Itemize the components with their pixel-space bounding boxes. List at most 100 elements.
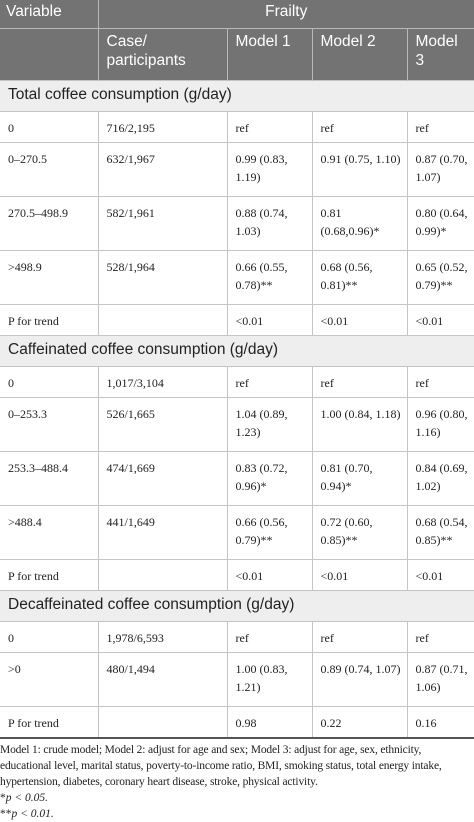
note-marker: * (0, 792, 6, 804)
model-1-cell: 0.98 (226, 706, 312, 737)
model-3-cell: ref (406, 111, 474, 143)
section-title: Total coffee consumption (g/day) (0, 80, 474, 112)
model-1-cell: 0.66 (0.55, 0.78)** (226, 250, 312, 305)
table-footnotes: Model 1: crude model; Model 2: adjust fo… (0, 742, 472, 822)
frailty-header: Frailty (97, 0, 474, 29)
table-row: 270.5–498.9 582/1,961 0.88 (0.74, 1.03) … (0, 196, 474, 251)
case-cell: 441/1,649 (97, 505, 227, 560)
model-2-cell: ref (311, 111, 407, 143)
model-2-cell: <0.01 (311, 304, 407, 336)
note-text: p < 0.05. (5, 792, 49, 804)
model-3-cell: 0.65 (0.52, 0.79)** (406, 250, 474, 305)
case-cell: 1,017/3,104 (97, 366, 227, 398)
model-2-cell: 0.81 (0.68,0.96)* (311, 196, 407, 251)
significance-note-1: *p < 0.05. (0, 790, 472, 806)
model-3-cell: 0.87 (0.71, 1.06) (406, 652, 474, 707)
model-1-cell: ref (226, 621, 312, 653)
model-3-cell: 0.84 (0.69, 1.02) (406, 451, 474, 506)
model-1-cell: ref (226, 111, 312, 143)
model-3-cell: <0.01 (406, 559, 474, 591)
table-bottom-rule (0, 737, 474, 739)
table-row: 0–270.5 632/1,967 0.99 (0.83, 1.19) 0.91… (0, 142, 474, 197)
model-1-cell: <0.01 (226, 559, 312, 591)
variable-cell: 270.5–498.9 (0, 196, 98, 251)
case-cell: 528/1,964 (97, 250, 227, 305)
frailty-results-table: Variable Frailty Case/ participants Mode… (0, 0, 474, 737)
variable-cell: 0 (0, 366, 98, 398)
note-text: p < 0.01. (11, 808, 54, 820)
model-1-cell: 0.83 (0.72, 0.96)* (226, 451, 312, 506)
table-row: >0 480/1,494 1.00 (0.83, 1.21) 0.89 (0.7… (0, 652, 474, 707)
section-header-decaffeinated-coffee: Decaffeinated coffee consumption (g/day) (0, 590, 474, 622)
case-participants-header: Case/ participants (97, 28, 227, 81)
model-3-cell: ref (406, 621, 474, 653)
model-1-cell: 0.99 (0.83, 1.19) (226, 142, 312, 197)
model-2-cell: <0.01 (311, 559, 407, 591)
model-3-cell: ref (406, 366, 474, 398)
table-row: 0 716/2,195 ref ref ref (0, 111, 474, 143)
model-2-cell: 0.91 (0.75, 1.10) (311, 142, 407, 197)
section-header-total-coffee: Total coffee consumption (g/day) (0, 80, 474, 112)
variable-cell: >0 (0, 652, 98, 707)
table-row: 253.3–488.4 474/1,669 0.83 (0.72, 0.96)*… (0, 451, 474, 506)
model-3-cell: 0.80 (0.64, 0.99)* (406, 196, 474, 251)
note-marker: ** (0, 808, 12, 820)
variable-cell: 0–270.5 (0, 142, 98, 197)
header-row-top: Variable Frailty (0, 0, 474, 29)
model-1-header: Model 1 (226, 28, 312, 81)
variable-cell: 0 (0, 111, 98, 143)
case-cell (97, 559, 227, 591)
section-title: Decaffeinated coffee consumption (g/day) (0, 590, 474, 622)
model-2-cell: 0.72 (0.60, 0.85)** (311, 505, 407, 560)
model-1-cell: 1.04 (0.89, 1.23) (226, 397, 312, 452)
section-header-caffeinated-coffee: Caffeinated coffee consumption (g/day) (0, 335, 474, 367)
model-3-cell: 0.68 (0.54, 0.85)** (406, 505, 474, 560)
model-2-cell: ref (311, 621, 407, 653)
case-cell: 716/2,195 (97, 111, 227, 143)
variable-cell: 0–253.3 (0, 397, 98, 452)
model-3-cell: 0.96 (0.80, 1.16) (406, 397, 474, 452)
model-2-cell: 0.22 (311, 706, 407, 737)
variable-cell: 253.3–488.4 (0, 451, 98, 506)
model-1-cell: 0.66 (0.56, 0.79)** (226, 505, 312, 560)
model-3-cell: 0.16 (406, 706, 474, 737)
case-cell: 1,978/6,593 (97, 621, 227, 653)
model-1-cell: 1.00 (0.83, 1.21) (226, 652, 312, 707)
section-title: Caffeinated coffee consumption (g/day) (0, 335, 474, 367)
variable-cell: 0 (0, 621, 98, 653)
variable-header-spacer (0, 28, 98, 81)
table-row: >488.4 441/1,649 0.66 (0.56, 0.79)** 0.7… (0, 505, 474, 560)
case-cell: 474/1,669 (97, 451, 227, 506)
model-1-cell: ref (226, 366, 312, 398)
case-cell: 582/1,961 (97, 196, 227, 251)
table-row: >498.9 528/1,964 0.66 (0.55, 0.78)** 0.6… (0, 250, 474, 305)
case-cell: 480/1,494 (97, 652, 227, 707)
model-2-cell: ref (311, 366, 407, 398)
variable-cell: P for trend (0, 304, 98, 336)
model-definitions-note: Model 1: crude model; Model 2: adjust fo… (0, 744, 442, 788)
variable-cell: >498.9 (0, 250, 98, 305)
variable-cell: P for trend (0, 559, 98, 591)
case-cell: 526/1,665 (97, 397, 227, 452)
table-row-p-trend: P for trend <0.01 <0.01 <0.01 (0, 304, 474, 336)
model-2-cell: 1.00 (0.84, 1.18) (311, 397, 407, 452)
model-3-header: Model 3 (406, 28, 474, 81)
variable-header: Variable (0, 0, 98, 29)
case-cell: 632/1,967 (97, 142, 227, 197)
model-2-cell: 0.89 (0.74, 1.07) (311, 652, 407, 707)
table-row: 0 1,017/3,104 ref ref ref (0, 366, 474, 398)
model-2-cell: 0.68 (0.56, 0.81)** (311, 250, 407, 305)
model-3-cell: 0.87 (0.70, 1.07) (406, 142, 474, 197)
case-cell (97, 706, 227, 737)
header-row-columns: Case/ participants Model 1 Model 2 Model… (0, 28, 474, 81)
table-row-p-trend: P for trend 0.98 0.22 0.16 (0, 706, 474, 737)
table-row: 0 1,978/6,593 ref ref ref (0, 621, 474, 653)
table-row-p-trend: P for trend <0.01 <0.01 <0.01 (0, 559, 474, 591)
model-1-cell: <0.01 (226, 304, 312, 336)
variable-cell: >488.4 (0, 505, 98, 560)
significance-note-2: **p < 0.01. (0, 806, 472, 822)
case-cell (97, 304, 227, 336)
model-2-cell: 0.81 (0.70, 0.94)* (311, 451, 407, 506)
model-2-header: Model 2 (311, 28, 407, 81)
variable-cell: P for trend (0, 706, 98, 737)
